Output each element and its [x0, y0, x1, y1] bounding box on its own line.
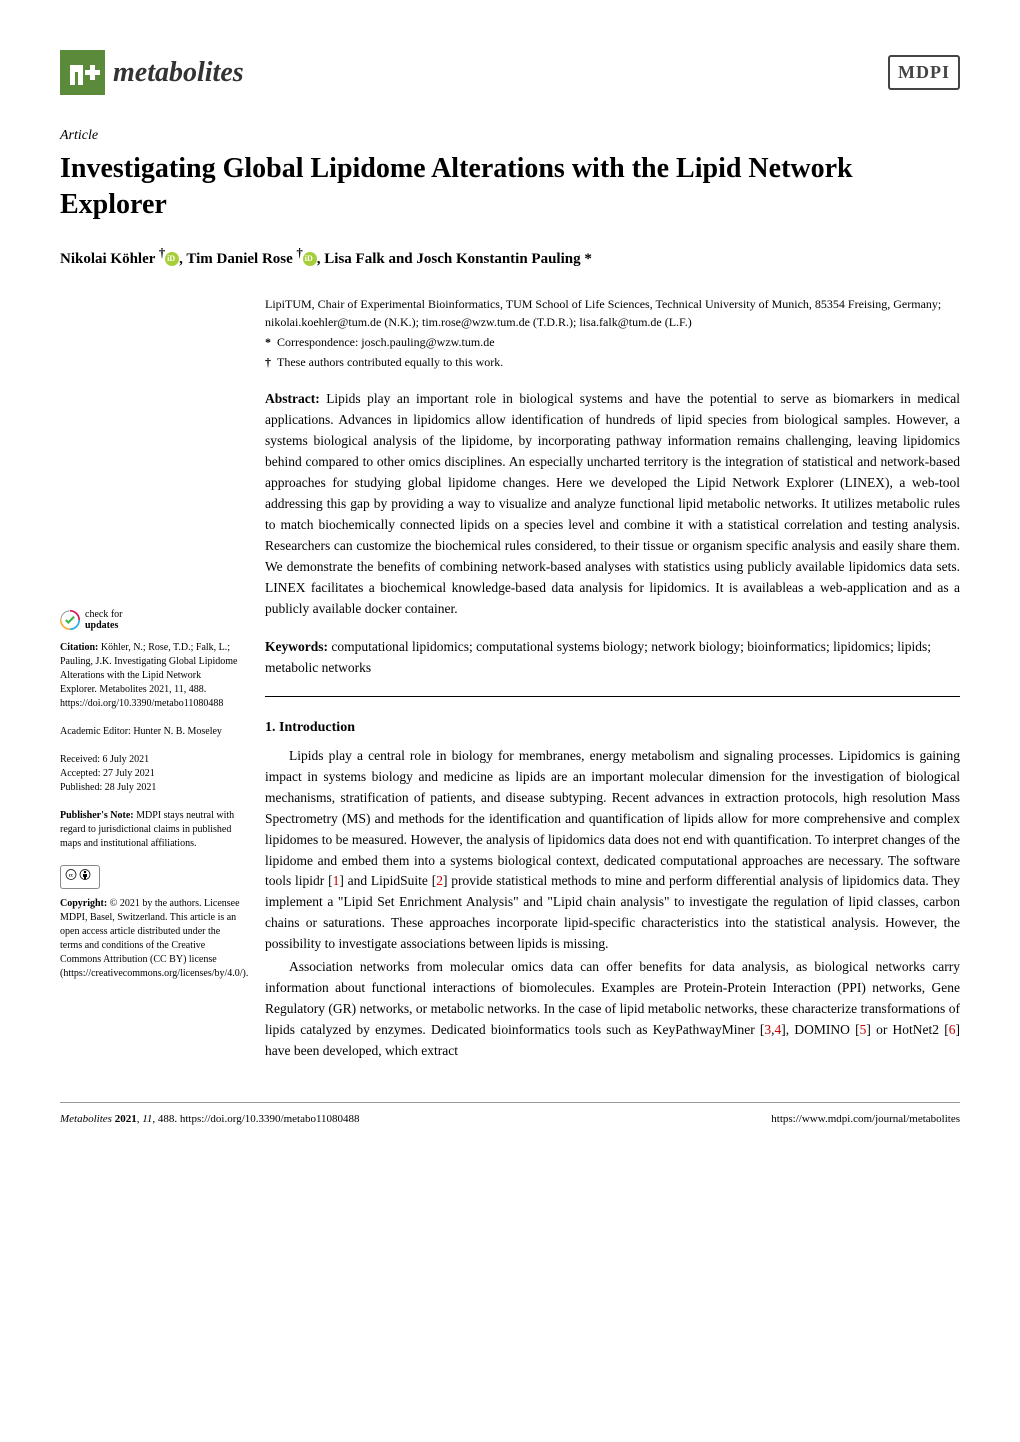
abstract-block: Abstract: Lipids play an important role … — [265, 389, 960, 619]
published-text: 28 July 2021 — [105, 782, 157, 793]
footer-left: Metabolites 2021, 11, 488. https://doi.o… — [60, 1111, 360, 1128]
abstract-label: Abstract: — [265, 391, 320, 406]
editor-text: Hunter N. B. Moseley — [133, 726, 222, 737]
intro-para-1: Lipids play a central role in biology fo… — [265, 746, 960, 955]
divider — [265, 696, 960, 697]
journal-logo: metabolites — [60, 50, 244, 95]
publisher-logo: MDPI — [888, 55, 960, 90]
footer: Metabolites 2021, 11, 488. https://doi.o… — [60, 1102, 960, 1128]
check-updates[interactable]: check for updates — [60, 609, 240, 631]
copyright-block: Copyright: © 2021 by the authors. Licens… — [60, 897, 240, 981]
citation-label: Citation: — [60, 642, 98, 653]
publisher-note-block: Publisher's Note: MDPI stays neutral wit… — [60, 809, 240, 851]
check-updates-line1: check for — [85, 609, 122, 620]
correspondence-label: * — [265, 335, 271, 349]
affiliation-block: LipiTUM, Chair of Experimental Bioinform… — [60, 295, 960, 371]
main-content: Abstract: Lipids play an important role … — [265, 389, 960, 1061]
header-row: metabolites MDPI — [60, 50, 960, 95]
main-columns: check for updates Citation: Köhler, N.; … — [60, 389, 960, 1061]
footer-right: https://www.mdpi.com/journal/metabolites — [771, 1111, 960, 1128]
copyright-text: © 2021 by the authors. Licensee MDPI, Ba… — [60, 898, 248, 979]
correspondence-line: * Correspondence: josch.pauling@wzw.tum.… — [265, 333, 960, 351]
copyright-label: Copyright: — [60, 898, 107, 909]
section-heading: 1. Introduction — [265, 717, 960, 738]
svg-text:cc: cc — [69, 874, 74, 879]
contrib-text: These authors contributed equally to thi… — [277, 355, 503, 369]
check-updates-text: check for updates — [85, 609, 122, 631]
dates-block: Received: 6 July 2021 Accepted: 27 July … — [60, 753, 240, 795]
orcid-icon[interactable] — [165, 252, 179, 266]
orcid-icon[interactable] — [303, 252, 317, 266]
intro-para-2: Association networks from molecular omic… — [265, 957, 960, 1062]
journal-url-link[interactable]: https://www.mdpi.com/journal/metabolites — [771, 1113, 960, 1125]
authors-line: Nikolai Köhler †, Tim Daniel Rose †, Lis… — [60, 244, 960, 271]
citation-block: Citation: Köhler, N.; Rose, T.D.; Falk, … — [60, 641, 240, 711]
ref-link[interactable]: 1 — [333, 873, 340, 888]
journal-name: metabolites — [113, 52, 244, 94]
accepted-text: 27 July 2021 — [103, 768, 155, 779]
ref-link[interactable]: 2 — [436, 873, 443, 888]
check-updates-icon — [60, 610, 80, 630]
publisher-note-label: Publisher's Note: — [60, 810, 134, 821]
editor-block: Academic Editor: Hunter N. B. Moseley — [60, 725, 240, 739]
ref-link[interactable]: 3 — [764, 1022, 771, 1037]
received-text: 6 July 2021 — [102, 754, 149, 765]
article-type: Article — [60, 125, 960, 146]
keywords-block: Keywords: computational lipidomics; comp… — [265, 637, 960, 678]
accepted-label: Accepted: — [60, 768, 101, 779]
contrib-label: † — [265, 355, 271, 369]
keywords-label: Keywords: — [265, 639, 328, 654]
cc-by-badge[interactable]: cc — [60, 865, 100, 889]
check-updates-line2: updates — [85, 620, 122, 631]
editor-label: Academic Editor: — [60, 726, 131, 737]
ref-link[interactable]: 6 — [949, 1022, 956, 1037]
journal-icon — [60, 50, 105, 95]
doi-link[interactable]: https://doi.org/10.3390/metabo11080488 — [180, 1113, 360, 1125]
ref-link[interactable]: 5 — [860, 1022, 867, 1037]
published-label: Published: — [60, 782, 102, 793]
keywords-text: computational lipidomics; computational … — [265, 639, 931, 674]
sidebar: check for updates Citation: Köhler, N.; … — [60, 389, 240, 1061]
abstract-text: Lipids play an important role in biologi… — [265, 391, 960, 615]
affiliation-text: LipiTUM, Chair of Experimental Bioinform… — [265, 295, 960, 331]
contrib-line: † These authors contributed equally to t… — [265, 353, 960, 371]
correspondence-text: Correspondence: josch.pauling@wzw.tum.de — [277, 335, 495, 349]
ref-link[interactable]: 4 — [775, 1022, 782, 1037]
article-title: Investigating Global Lipidome Alteration… — [60, 151, 960, 224]
received-label: Received: — [60, 754, 100, 765]
